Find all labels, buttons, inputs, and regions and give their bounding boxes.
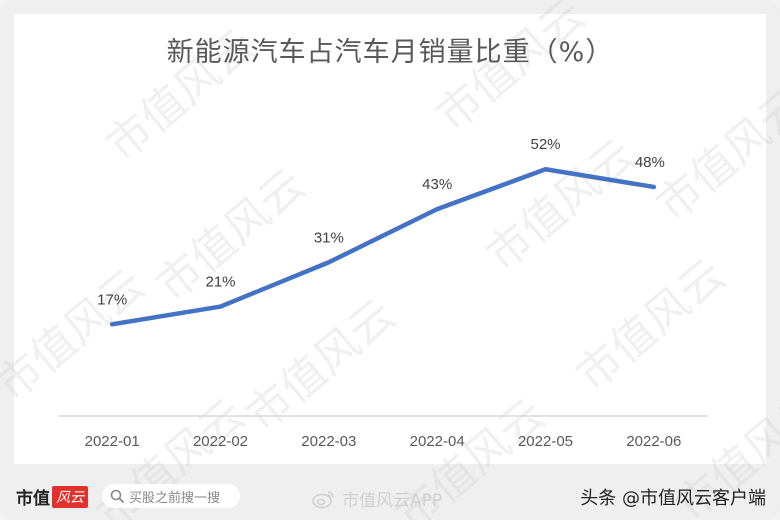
brand-logo[interactable]: 市值 风云: [16, 484, 88, 509]
weibo-handle: 市值风云APP: [342, 491, 443, 511]
search-box[interactable]: 买股之前搜一搜: [102, 484, 240, 508]
data-label: 43%: [422, 176, 452, 193]
brand-badge: 风云: [52, 485, 88, 508]
search-icon: [110, 489, 124, 503]
brand-text: 市值: [16, 489, 50, 509]
footer-bar: 市值 风云 买股之前搜一搜 市值风云APP 头条 @市值风云客户端: [0, 464, 780, 520]
data-label: 17%: [97, 291, 127, 308]
data-label: 48%: [635, 154, 665, 171]
x-tick-label: 2022-06: [626, 433, 681, 450]
search-placeholder: 买股之前搜一搜: [129, 490, 221, 506]
data-label: 52%: [530, 136, 560, 153]
weibo-watermark: 市值风云APP: [312, 486, 442, 511]
series-line: [109, 166, 657, 327]
source-credit: 头条 @市值风云客户端: [580, 488, 766, 509]
x-tick-label: 2022-03: [301, 433, 356, 450]
chart-card: [14, 14, 766, 464]
x-tick-label: 2022-02: [193, 433, 248, 450]
data-label: 31%: [314, 229, 344, 246]
weibo-icon: [312, 490, 334, 508]
x-tick-label: 2022-04: [410, 433, 465, 450]
x-tick-label: 2022-05: [518, 433, 573, 450]
chart-title: 新能源汽车占汽车月销量比重（%）: [166, 37, 614, 68]
data-label: 21%: [205, 274, 235, 291]
x-tick-label: 2022-01: [85, 433, 140, 450]
